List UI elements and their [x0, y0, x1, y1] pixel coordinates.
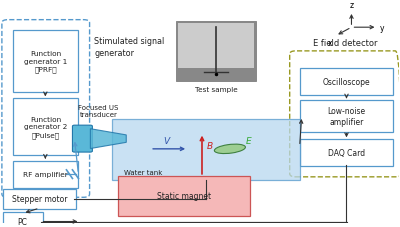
Text: y: y — [380, 24, 385, 32]
Text: Stepper motor: Stepper motor — [12, 195, 67, 203]
Text: E field detector: E field detector — [313, 39, 378, 47]
FancyBboxPatch shape — [13, 161, 78, 188]
FancyBboxPatch shape — [13, 99, 78, 156]
Text: x: x — [328, 38, 333, 47]
FancyBboxPatch shape — [178, 24, 254, 69]
Text: Low-noise
amplifier: Low-noise amplifier — [328, 106, 366, 127]
Text: PC: PC — [18, 217, 28, 226]
FancyBboxPatch shape — [300, 140, 393, 166]
Text: Function
generator 2
（Pulse）: Function generator 2 （Pulse） — [24, 116, 67, 138]
Text: Water tank: Water tank — [124, 169, 163, 175]
Text: Function
generator 1
（PRF）: Function generator 1 （PRF） — [24, 51, 67, 73]
FancyBboxPatch shape — [3, 189, 76, 209]
Text: z: z — [350, 1, 354, 10]
Text: RF amplifier: RF amplifier — [23, 171, 68, 177]
FancyBboxPatch shape — [176, 22, 256, 82]
Text: V: V — [163, 137, 169, 146]
Text: Oscilloscope: Oscilloscope — [323, 78, 370, 87]
Text: Stimulated signal
generator: Stimulated signal generator — [94, 37, 165, 58]
FancyBboxPatch shape — [72, 126, 92, 152]
Ellipse shape — [214, 145, 246, 154]
Text: DAQ Card: DAQ Card — [328, 148, 365, 157]
FancyBboxPatch shape — [13, 31, 78, 92]
Text: Static magnet: Static magnet — [157, 191, 211, 200]
FancyBboxPatch shape — [300, 69, 393, 96]
Polygon shape — [90, 129, 126, 149]
FancyBboxPatch shape — [300, 101, 393, 132]
FancyBboxPatch shape — [3, 212, 42, 227]
Text: Test sample: Test sample — [194, 87, 237, 93]
Text: E: E — [246, 136, 252, 145]
FancyBboxPatch shape — [112, 119, 300, 180]
FancyBboxPatch shape — [118, 176, 250, 216]
Text: Focused US
transducer: Focused US transducer — [78, 104, 118, 117]
Text: B: B — [207, 141, 213, 151]
